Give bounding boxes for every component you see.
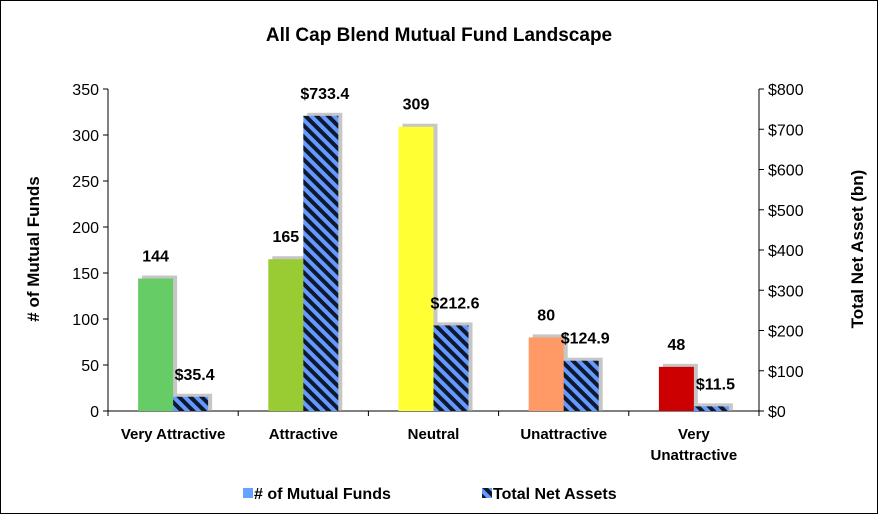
x-category-label: Unattractive: [651, 447, 738, 464]
bar-mutual-funds: [528, 337, 564, 411]
y2-tick-label: $200: [768, 324, 804, 341]
x-category-label: Attractive: [269, 426, 338, 443]
plot-area: 0 50 100 150 200 250 300 350 $0 $100 $200 $300 $400 $…: [72, 82, 803, 464]
x-category-label: Very: [678, 426, 710, 443]
legend-label-mutual-funds: # of Mutual Funds: [254, 486, 391, 503]
bar-mutual-funds: [398, 126, 434, 411]
y-tick-label: 300: [72, 128, 99, 145]
y-axis-title: # of Mutual Funds: [24, 176, 43, 321]
data-label-net-assets: $733.4: [300, 86, 349, 103]
data-label-net-assets: $212.6: [431, 295, 480, 312]
bar-net-assets: [693, 406, 729, 411]
data-label-mutual-funds: 80: [537, 307, 555, 324]
data-label-mutual-funds: 309: [403, 97, 430, 114]
bar-net-assets: [303, 115, 339, 411]
legend: # of Mutual Funds Total Net Assets: [243, 486, 617, 503]
bar-mutual-funds: [658, 366, 694, 411]
data-label-net-assets: $35.4: [175, 367, 215, 384]
y-tick-label: 50: [81, 358, 99, 375]
bar-net-assets: [433, 325, 469, 411]
y-tick-label: 100: [72, 312, 99, 329]
y2-tick-label: $100: [768, 364, 804, 381]
y-tick-label: 150: [72, 266, 99, 283]
y2-tick-label: $300: [768, 283, 804, 300]
bar-net-assets: [173, 396, 209, 411]
chart-title: All Cap Blend Mutual Fund Landscape: [266, 25, 612, 46]
y2-tick-label: $0: [768, 404, 786, 421]
data-label-mutual-funds: 48: [668, 337, 686, 354]
y-tick-label: 350: [72, 82, 99, 99]
x-category-label: Very Attractive: [121, 426, 226, 443]
y-tick-label: 0: [90, 404, 99, 421]
data-label-mutual-funds: 144: [142, 249, 169, 266]
y2-tick-label: $600: [768, 163, 804, 180]
legend-swatch-mutual-funds: [243, 488, 253, 498]
y2-axis-title: Total Net Asset (bn): [848, 170, 867, 329]
data-label-net-assets: $124.9: [561, 331, 610, 348]
y-tick-label: 200: [72, 220, 99, 237]
bar-mutual-funds: [268, 259, 304, 411]
bar-net-assets: [563, 360, 599, 411]
y2-tick-label: $400: [768, 243, 804, 260]
data-label-net-assets: $11.5: [696, 376, 735, 393]
legend-swatch-net-assets: [482, 488, 492, 498]
y-tick-label: 250: [72, 174, 99, 191]
y2-tick-label: $700: [768, 122, 804, 139]
x-category-label: Neutral: [408, 426, 460, 443]
bar-mutual-funds: [138, 278, 174, 411]
data-label-mutual-funds: 165: [272, 229, 299, 246]
y2-tick-label: $800: [768, 82, 804, 99]
legend-label-net-assets: Total Net Assets: [493, 486, 617, 503]
y2-tick-label: $500: [768, 203, 804, 220]
x-category-label: Unattractive: [520, 426, 607, 443]
